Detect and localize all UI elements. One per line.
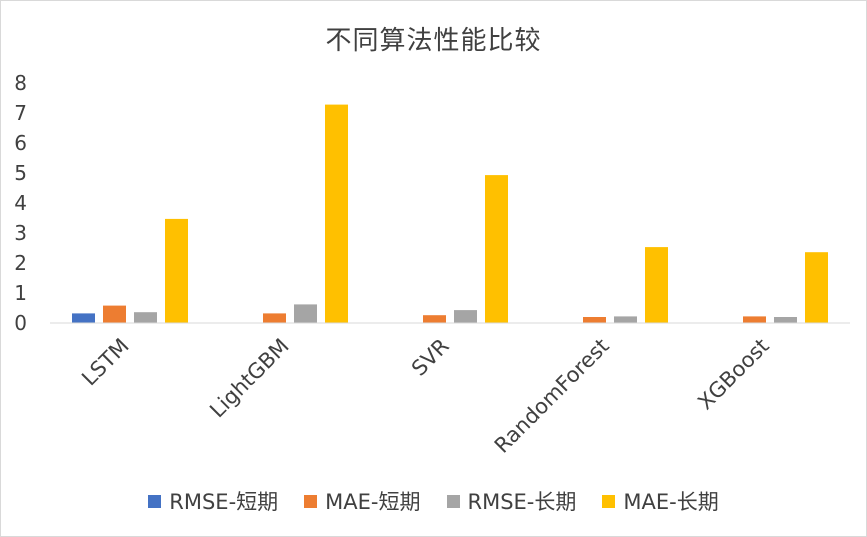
- x-tick-label: SVR: [407, 334, 454, 381]
- y-tick-label: 1: [14, 281, 27, 305]
- y-axis-ticks: 0 1 2 3 4 5 6 7 8: [14, 71, 27, 335]
- bar: [583, 317, 606, 323]
- legend-item: MAE-长期: [602, 486, 719, 516]
- legend-item: RMSE-短期: [148, 486, 278, 516]
- legend: RMSE-短期 MAE-短期 RMSE-长期 MAE-长期: [0, 486, 867, 516]
- legend-label: RMSE-短期: [169, 490, 279, 514]
- y-tick-label: 4: [14, 191, 27, 215]
- bar: [743, 316, 766, 323]
- bar: [263, 313, 286, 323]
- legend-swatch: [304, 494, 318, 508]
- bar: [454, 310, 477, 323]
- y-tick-label: 0: [14, 311, 27, 335]
- legend-item: MAE-短期: [304, 486, 421, 516]
- bar: [165, 218, 188, 323]
- legend-label: RMSE-长期: [467, 490, 577, 514]
- chart-title: 不同算法性能比较: [325, 26, 542, 56]
- bar: [294, 304, 317, 323]
- bar: [485, 175, 508, 323]
- bar: [103, 305, 126, 323]
- bar: [325, 104, 348, 323]
- legend-swatch: [148, 494, 162, 508]
- x-tick-label: XGBoost: [693, 334, 774, 415]
- bar: [774, 317, 797, 323]
- x-tick-label: LightGBM: [205, 334, 294, 423]
- x-tick-label: LSTM: [77, 334, 134, 391]
- bar: [72, 313, 95, 323]
- bar: [423, 315, 446, 323]
- legend-label: MAE-长期: [623, 490, 719, 514]
- bar: [805, 252, 828, 323]
- y-tick-label: 6: [14, 131, 27, 155]
- bar: [645, 247, 668, 323]
- y-tick-label: 3: [14, 221, 27, 245]
- legend-label: MAE-短期: [325, 490, 421, 514]
- y-tick-label: 7: [14, 101, 27, 125]
- bars: [72, 104, 828, 323]
- y-tick-label: 5: [14, 161, 27, 185]
- legend-swatch: [602, 494, 616, 508]
- bar: [134, 312, 157, 323]
- y-tick-label: 8: [14, 71, 27, 95]
- x-tick-label: RandomForest: [490, 334, 614, 458]
- x-axis-labels: LSTM LightGBM SVR RandomForest XGBoost: [77, 334, 774, 458]
- legend-swatch: [446, 494, 460, 508]
- legend-item: RMSE-长期: [446, 486, 577, 516]
- y-tick-label: 2: [14, 251, 27, 275]
- bar: [614, 316, 637, 323]
